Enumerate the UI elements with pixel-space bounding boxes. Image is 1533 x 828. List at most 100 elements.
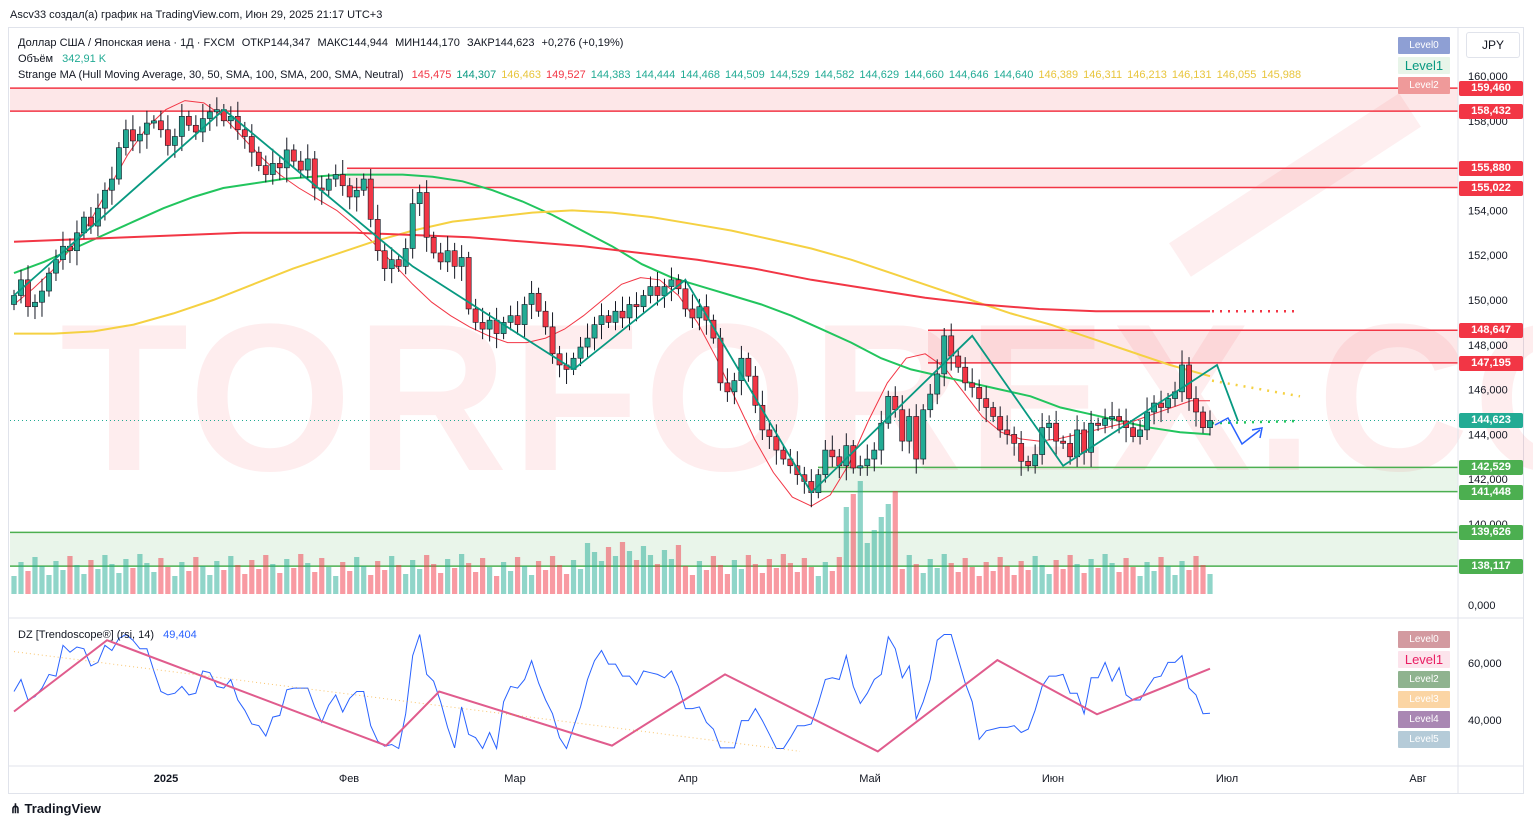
candle xyxy=(1067,443,1074,458)
level-legend-level4: Level4 xyxy=(1398,711,1450,728)
volume-bar xyxy=(151,572,157,594)
volume-bar xyxy=(1032,556,1038,594)
candle xyxy=(192,124,199,133)
price-change: +0,276 (+0,19%) xyxy=(541,37,624,49)
volume-bar xyxy=(39,566,45,594)
volume-bar xyxy=(990,571,996,594)
volume-bar xyxy=(193,557,199,594)
candle xyxy=(213,109,220,113)
level-legend-level0: Level0 xyxy=(1398,37,1450,54)
watermark-arrow xyxy=(1169,93,1421,277)
price-label: 139,626 xyxy=(1459,525,1523,541)
candle xyxy=(164,129,171,146)
candle xyxy=(1102,418,1108,426)
candle xyxy=(577,346,584,359)
currency-button[interactable]: JPY xyxy=(1466,32,1520,58)
volume-bar xyxy=(507,571,514,594)
volume-bar xyxy=(270,564,276,594)
volume-bar xyxy=(759,573,765,594)
candle xyxy=(640,295,647,308)
candle xyxy=(423,192,430,238)
candle xyxy=(283,149,290,169)
candle xyxy=(528,292,535,305)
candle xyxy=(507,315,514,323)
candle xyxy=(724,382,731,393)
candle xyxy=(1165,398,1171,408)
volume-bar xyxy=(249,560,255,594)
price-label: 155,880 xyxy=(1459,161,1523,177)
candle xyxy=(1137,429,1143,437)
volume-bar xyxy=(130,568,136,594)
candle xyxy=(941,335,948,375)
price-tick: 146,000 xyxy=(1468,385,1508,397)
volume-bar xyxy=(899,569,905,594)
candle xyxy=(857,465,864,469)
symbol-line[interactable]: Доллар США / Японская иена · 1Д · FXCM xyxy=(18,37,235,49)
time-tick: Май xyxy=(859,773,881,785)
volume-bar xyxy=(1060,569,1066,594)
volume-bar xyxy=(1123,558,1129,594)
volume-bar xyxy=(584,543,591,594)
rsi-zigzag xyxy=(13,639,1211,753)
volume-bar xyxy=(808,567,814,594)
volume-bar xyxy=(291,568,297,594)
volume-bar xyxy=(396,565,402,594)
volume-bar xyxy=(165,567,171,594)
ma-projection-2 xyxy=(1211,419,1301,425)
volume-bar xyxy=(88,560,94,594)
volume-bar xyxy=(319,558,325,594)
volume-bar xyxy=(969,567,975,594)
zone-0 xyxy=(10,88,1458,112)
candle xyxy=(1039,427,1046,455)
volume-bar xyxy=(689,575,696,594)
candle xyxy=(290,149,297,162)
volume-bar xyxy=(1144,562,1150,594)
candle xyxy=(53,259,59,274)
volume-bar xyxy=(710,556,717,594)
candle xyxy=(206,111,213,119)
candle xyxy=(116,147,122,180)
volume-bar xyxy=(1116,572,1122,594)
ma-value: 146,389 xyxy=(1038,69,1079,81)
volume-bar xyxy=(864,543,870,594)
volume-bar xyxy=(696,561,703,594)
volume-bar xyxy=(1088,559,1094,594)
volume-bar xyxy=(997,557,1003,594)
candle xyxy=(892,396,899,411)
volume-bar xyxy=(773,568,779,594)
volume-legend[interactable]: Объём 342,91 K xyxy=(18,52,106,66)
ma-legend[interactable]: Strange MA (Hull Moving Average, 30, 50,… xyxy=(18,68,1388,82)
tradingview-logo[interactable]: ⋔ TradingView xyxy=(10,801,101,817)
volume-bar xyxy=(661,550,668,594)
ma-value: 146,131 xyxy=(1171,69,1212,81)
volume-bar xyxy=(668,559,675,594)
volume-bar xyxy=(1025,570,1031,594)
volume-bar xyxy=(1151,571,1157,594)
candle xyxy=(416,192,423,204)
volume-bar xyxy=(892,491,898,594)
indicator-legend[interactable]: DZ [Trendoscope®] (rsi, 14) 49,404 xyxy=(18,628,197,642)
volume-bar xyxy=(549,556,556,594)
volume-bar xyxy=(1109,563,1115,594)
candle xyxy=(1081,429,1088,453)
candle xyxy=(591,324,598,339)
ma-value: 146,311 xyxy=(1083,69,1123,81)
candle xyxy=(46,272,52,292)
price-label: 158,432 xyxy=(1459,104,1523,120)
candle xyxy=(451,250,458,267)
volume-bar xyxy=(256,569,262,594)
volume-bar xyxy=(766,559,772,594)
candle xyxy=(1193,398,1199,413)
volume-bar xyxy=(74,565,80,594)
volume-bar xyxy=(1200,565,1206,594)
ma-value: 144,582 xyxy=(814,69,855,81)
volume-bar xyxy=(500,562,507,594)
volume-bar xyxy=(528,575,535,594)
candle xyxy=(759,404,766,431)
candle xyxy=(535,292,542,312)
volume-bar xyxy=(354,557,360,594)
time-tick: Фев xyxy=(339,773,359,785)
time-tick: Мар xyxy=(504,773,526,785)
candle xyxy=(1053,422,1060,442)
